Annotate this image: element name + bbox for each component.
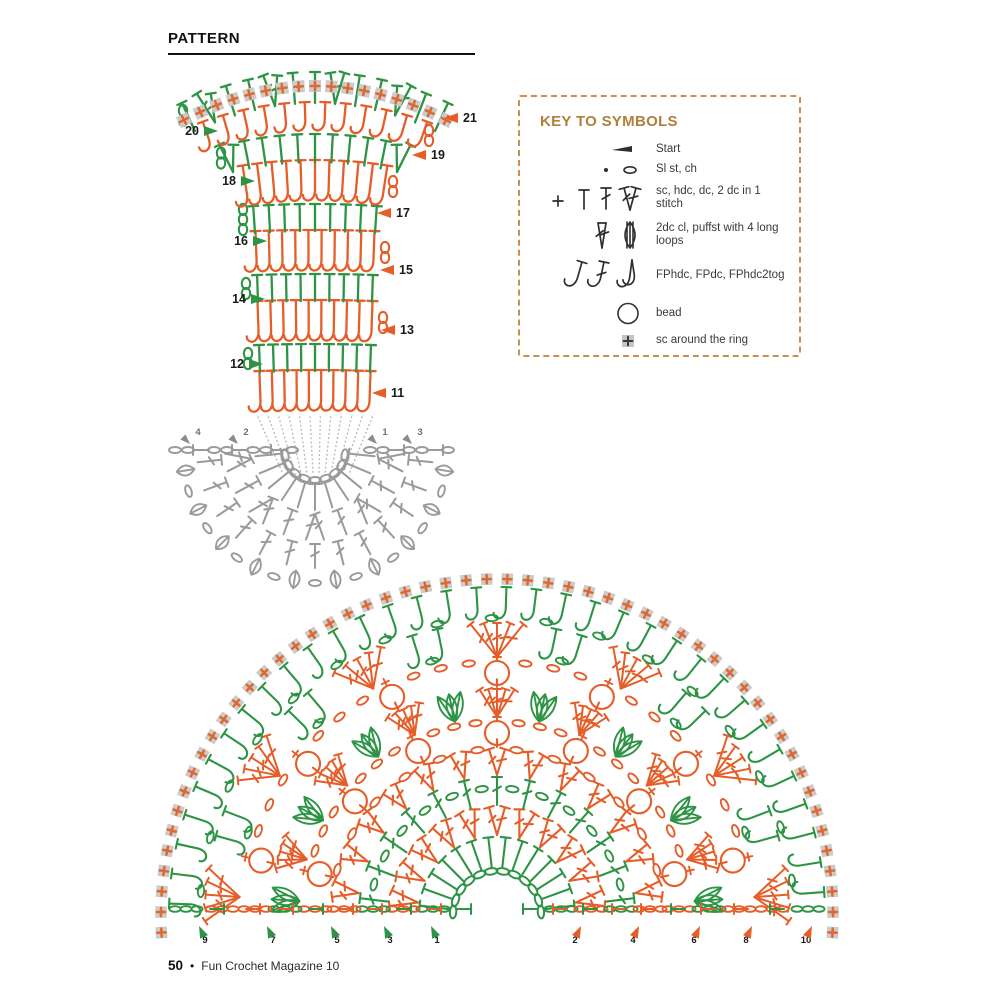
key-item: FPhdc, FPdc, FPhdc2tog — [540, 254, 785, 298]
key-label: Start — [656, 143, 681, 156]
key-title: KEY TO SYMBOLS — [540, 113, 678, 130]
big-fan-svg: 9 7 5 3 1 2 4 6 8 10 — [155, 573, 839, 946]
slst-ch-icon — [604, 165, 637, 175]
key-item: sc around the ring — [540, 329, 785, 353]
title-underline — [168, 53, 475, 55]
svg-text:4: 4 — [195, 427, 201, 438]
key-label: sc, hdc, dc, 2 dc in 1 stitch — [656, 184, 761, 210]
cluster-puff-icon — [595, 221, 636, 249]
page-number: 50 — [168, 958, 184, 973]
key-item: 2dc cl, puffst with 4 long loops — [540, 216, 785, 254]
svg-text:3: 3 — [387, 935, 392, 946]
svg-text:2: 2 — [572, 935, 577, 946]
svg-text:20: 20 — [185, 124, 199, 138]
svg-text:13: 13 — [400, 323, 414, 337]
page-title: PATTERN — [168, 30, 241, 47]
svg-text:16: 16 — [234, 234, 248, 248]
key-item: Sl st, ch — [540, 160, 785, 180]
svg-text:9: 9 — [202, 935, 207, 946]
svg-text:5: 5 — [334, 935, 340, 946]
svg-text:1: 1 — [382, 427, 388, 438]
svg-text:7: 7 — [270, 935, 275, 946]
svg-text:11: 11 — [391, 386, 404, 400]
page-header: PATTERN — [168, 30, 475, 55]
page-footer: 50 • Fun Crochet Magazine 10 — [168, 958, 339, 973]
big-fan-diagram: 9 7 5 3 1 2 4 6 8 10 — [140, 570, 860, 960]
key-item: Start — [540, 140, 785, 160]
key-label: bead — [656, 306, 682, 319]
key-item: bead — [540, 298, 785, 329]
key-item: sc, hdc, dc, 2 dc in 1 stitch — [540, 180, 785, 216]
key-items: Start Sl st, ch sc, hdc, dc, 2 dc in 1 sti… — [540, 140, 785, 353]
svg-text:8: 8 — [743, 935, 748, 946]
key-to-symbols-box: KEY TO SYMBOLS Start Sl st, ch sc, hdc, dc… — [518, 95, 801, 357]
sc-hdc-dc-icon — [552, 185, 642, 211]
start-icon — [612, 146, 632, 152]
key-label: 2dc cl, puffst with 4 long loops — [656, 221, 779, 247]
svg-text:21: 21 — [463, 111, 477, 125]
svg-text:6: 6 — [691, 935, 696, 946]
svg-text:17: 17 — [396, 206, 410, 220]
svg-text:14: 14 — [232, 292, 246, 306]
bead-icon — [617, 302, 639, 325]
key-label: sc around the ring — [656, 334, 749, 347]
ring-sc-icon — [622, 335, 634, 347]
svg-text:12: 12 — [230, 357, 244, 371]
svg-text:15: 15 — [399, 263, 413, 277]
svg-text:18: 18 — [222, 174, 236, 188]
tube-diagram: 20 18 16 14 12 21 19 17 15 13 11 4 2 1 3 — [140, 60, 500, 620]
svg-text:3: 3 — [417, 427, 422, 438]
key-label: FPhdc, FPdc, FPhdc2tog — [656, 269, 785, 282]
footer-bullet: • — [190, 959, 195, 973]
svg-text:1: 1 — [434, 935, 440, 946]
svg-text:2: 2 — [243, 427, 248, 438]
svg-text:4: 4 — [630, 935, 636, 946]
footer-text: Fun Crochet Magazine 10 — [201, 959, 340, 973]
svg-text:10: 10 — [801, 935, 812, 946]
key-label: Sl st, ch — [656, 163, 697, 176]
svg-text:19: 19 — [431, 148, 445, 162]
fp-stitch-icon — [563, 259, 636, 288]
